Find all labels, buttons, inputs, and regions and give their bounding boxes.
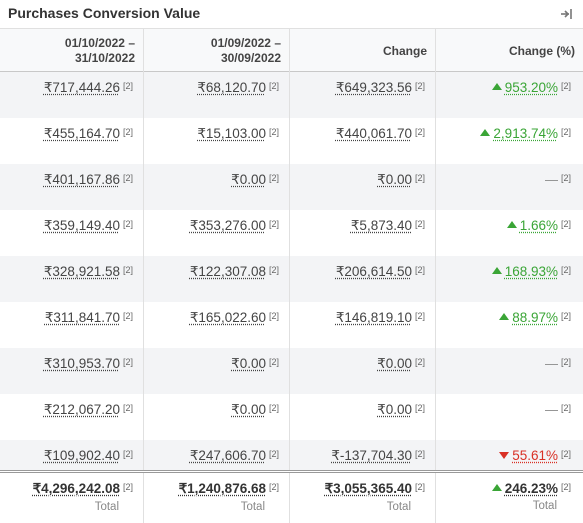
cell-change: ₹649,323.56 [2] xyxy=(290,72,436,118)
cell-change: ₹0.00 [2] xyxy=(290,348,436,394)
cell-current-period: ₹328,921.58 [2] xyxy=(0,256,144,302)
cell-previous-period: ₹0.00 [2] xyxy=(144,348,290,394)
cell-change-percent: 55.61% [2] xyxy=(436,440,583,486)
cell-change-percent: 168.93% [2] xyxy=(436,256,583,302)
cell-previous-period: ₹353,276.00 [2] xyxy=(144,210,290,256)
table-row: ₹455,164.70 [2] ₹15,103.00 [2] ₹440,061.70 [2… xyxy=(0,118,583,164)
cell-change-percent: — [2] xyxy=(544,356,571,371)
table-row: ₹311,841.70 [2] ₹165,022.60 [2] ₹146,819.10[… xyxy=(0,302,583,348)
trend-up-icon xyxy=(480,129,491,136)
cell-change-percent: 953.20% [2] xyxy=(436,72,583,118)
cell-current-period: ₹401,167.86 [2] xyxy=(0,164,144,210)
cell-change-percent: — [2] xyxy=(544,172,571,187)
column-header-previous-period[interactable]: 01/09/2022 – 30/09/2022 xyxy=(144,29,290,73)
cell-change: ₹440,061.70 [2] xyxy=(290,118,436,164)
table-header: 01/10/2022 – 31/10/2022 01/09/2022 – 30/… xyxy=(0,28,583,73)
cell-change-percent: — [2] xyxy=(544,402,571,417)
trend-down-icon xyxy=(499,452,510,459)
trend-up-icon xyxy=(499,313,510,320)
table-row: ₹212,067.20 [2] ₹0.00 [2] ₹0.00 [2] — [2] xyxy=(0,394,583,440)
cell-current-period: ₹359,149.40 [2] xyxy=(0,210,144,256)
column-header-change[interactable]: Change xyxy=(290,29,436,73)
cell-change: ₹0.00 [2] xyxy=(290,164,436,210)
trend-up-icon xyxy=(491,83,502,90)
widget-title: Purchases Conversion Value xyxy=(8,5,201,21)
cell-current-period: ₹310,953.70 [2] xyxy=(0,348,144,394)
table-row: ₹310,953.70 [2] ₹0.00 [2] ₹0.00 [2] — [2] xyxy=(0,348,583,394)
trend-up-icon xyxy=(491,484,502,491)
cell-change: ₹206,614.50 [2] xyxy=(290,256,436,302)
cell-previous-period: ₹0.00 [2] xyxy=(144,394,290,440)
cell-previous-period: ₹0.00 [2] xyxy=(144,164,290,210)
cell-previous-period: ₹165,022.60 [2] xyxy=(144,302,290,348)
cell-change: ₹-137,704.30 [2] xyxy=(290,440,436,486)
total-previous-period: ₹1,240,876.68 [2] Total xyxy=(144,473,290,523)
total-current-period: ₹4,296,242.08 [2] Total xyxy=(0,473,144,523)
cell-change: ₹5,873.40 [2] xyxy=(290,210,436,256)
table-row: ₹328,921.58 [2] ₹122,307.08 [2] ₹206,614.50[… xyxy=(0,256,583,302)
trend-up-icon xyxy=(491,267,502,274)
cell-current-period: ₹212,067.20 [2] xyxy=(0,394,144,440)
cell-previous-period: ₹68,120.70 [2] xyxy=(144,72,290,118)
cell-current-period: ₹717,444.26 [2] xyxy=(0,72,144,118)
collapse-panel-icon[interactable] xyxy=(559,7,573,21)
cell-change-percent: 2,913.74% [2] xyxy=(436,118,583,164)
total-change: ₹3,055,365.40 [2] Total xyxy=(290,473,436,523)
widget-header: Purchases Conversion Value xyxy=(0,0,583,28)
cell-change-percent: 1.66% [2] xyxy=(436,210,583,256)
total-change-percent: 246.23% [2] Total xyxy=(436,473,583,523)
table-row: ₹717,444.26 [2] ₹68,120.70 [2] ₹649,323.56 [2… xyxy=(0,72,583,118)
cell-previous-period: ₹122,307.08 [2] xyxy=(144,256,290,302)
cell-change: ₹0.00 [2] xyxy=(290,394,436,440)
trend-up-icon xyxy=(506,221,517,228)
cell-change: ₹146,819.10 [2] xyxy=(290,302,436,348)
cell-current-period: ₹311,841.70 [2] xyxy=(0,302,144,348)
column-header-change-percent[interactable]: Change (%) xyxy=(509,43,575,58)
table-row: ₹401,167.86 [2] ₹0.00 [2] ₹0.00 [2] — [2] xyxy=(0,164,583,210)
cell-previous-period: ₹15,103.00 [2] xyxy=(144,118,290,164)
table-row: ₹359,149.40 [2] ₹353,276.00 [2] ₹5,873.40 [2]… xyxy=(0,210,583,256)
cell-current-period: ₹109,902.40 [2] xyxy=(0,440,144,486)
cell-change-percent: 88.97% [2] xyxy=(436,302,583,348)
cell-previous-period: ₹247,606.70 [2] xyxy=(144,440,290,486)
cell-current-period: ₹455,164.70 [2] xyxy=(0,118,144,164)
column-header-current-period[interactable]: 01/10/2022 – 31/10/2022 xyxy=(0,29,144,73)
total-row: ₹4,296,242.08 [2] Total ₹1,240,876.68 [2] … xyxy=(0,470,583,523)
